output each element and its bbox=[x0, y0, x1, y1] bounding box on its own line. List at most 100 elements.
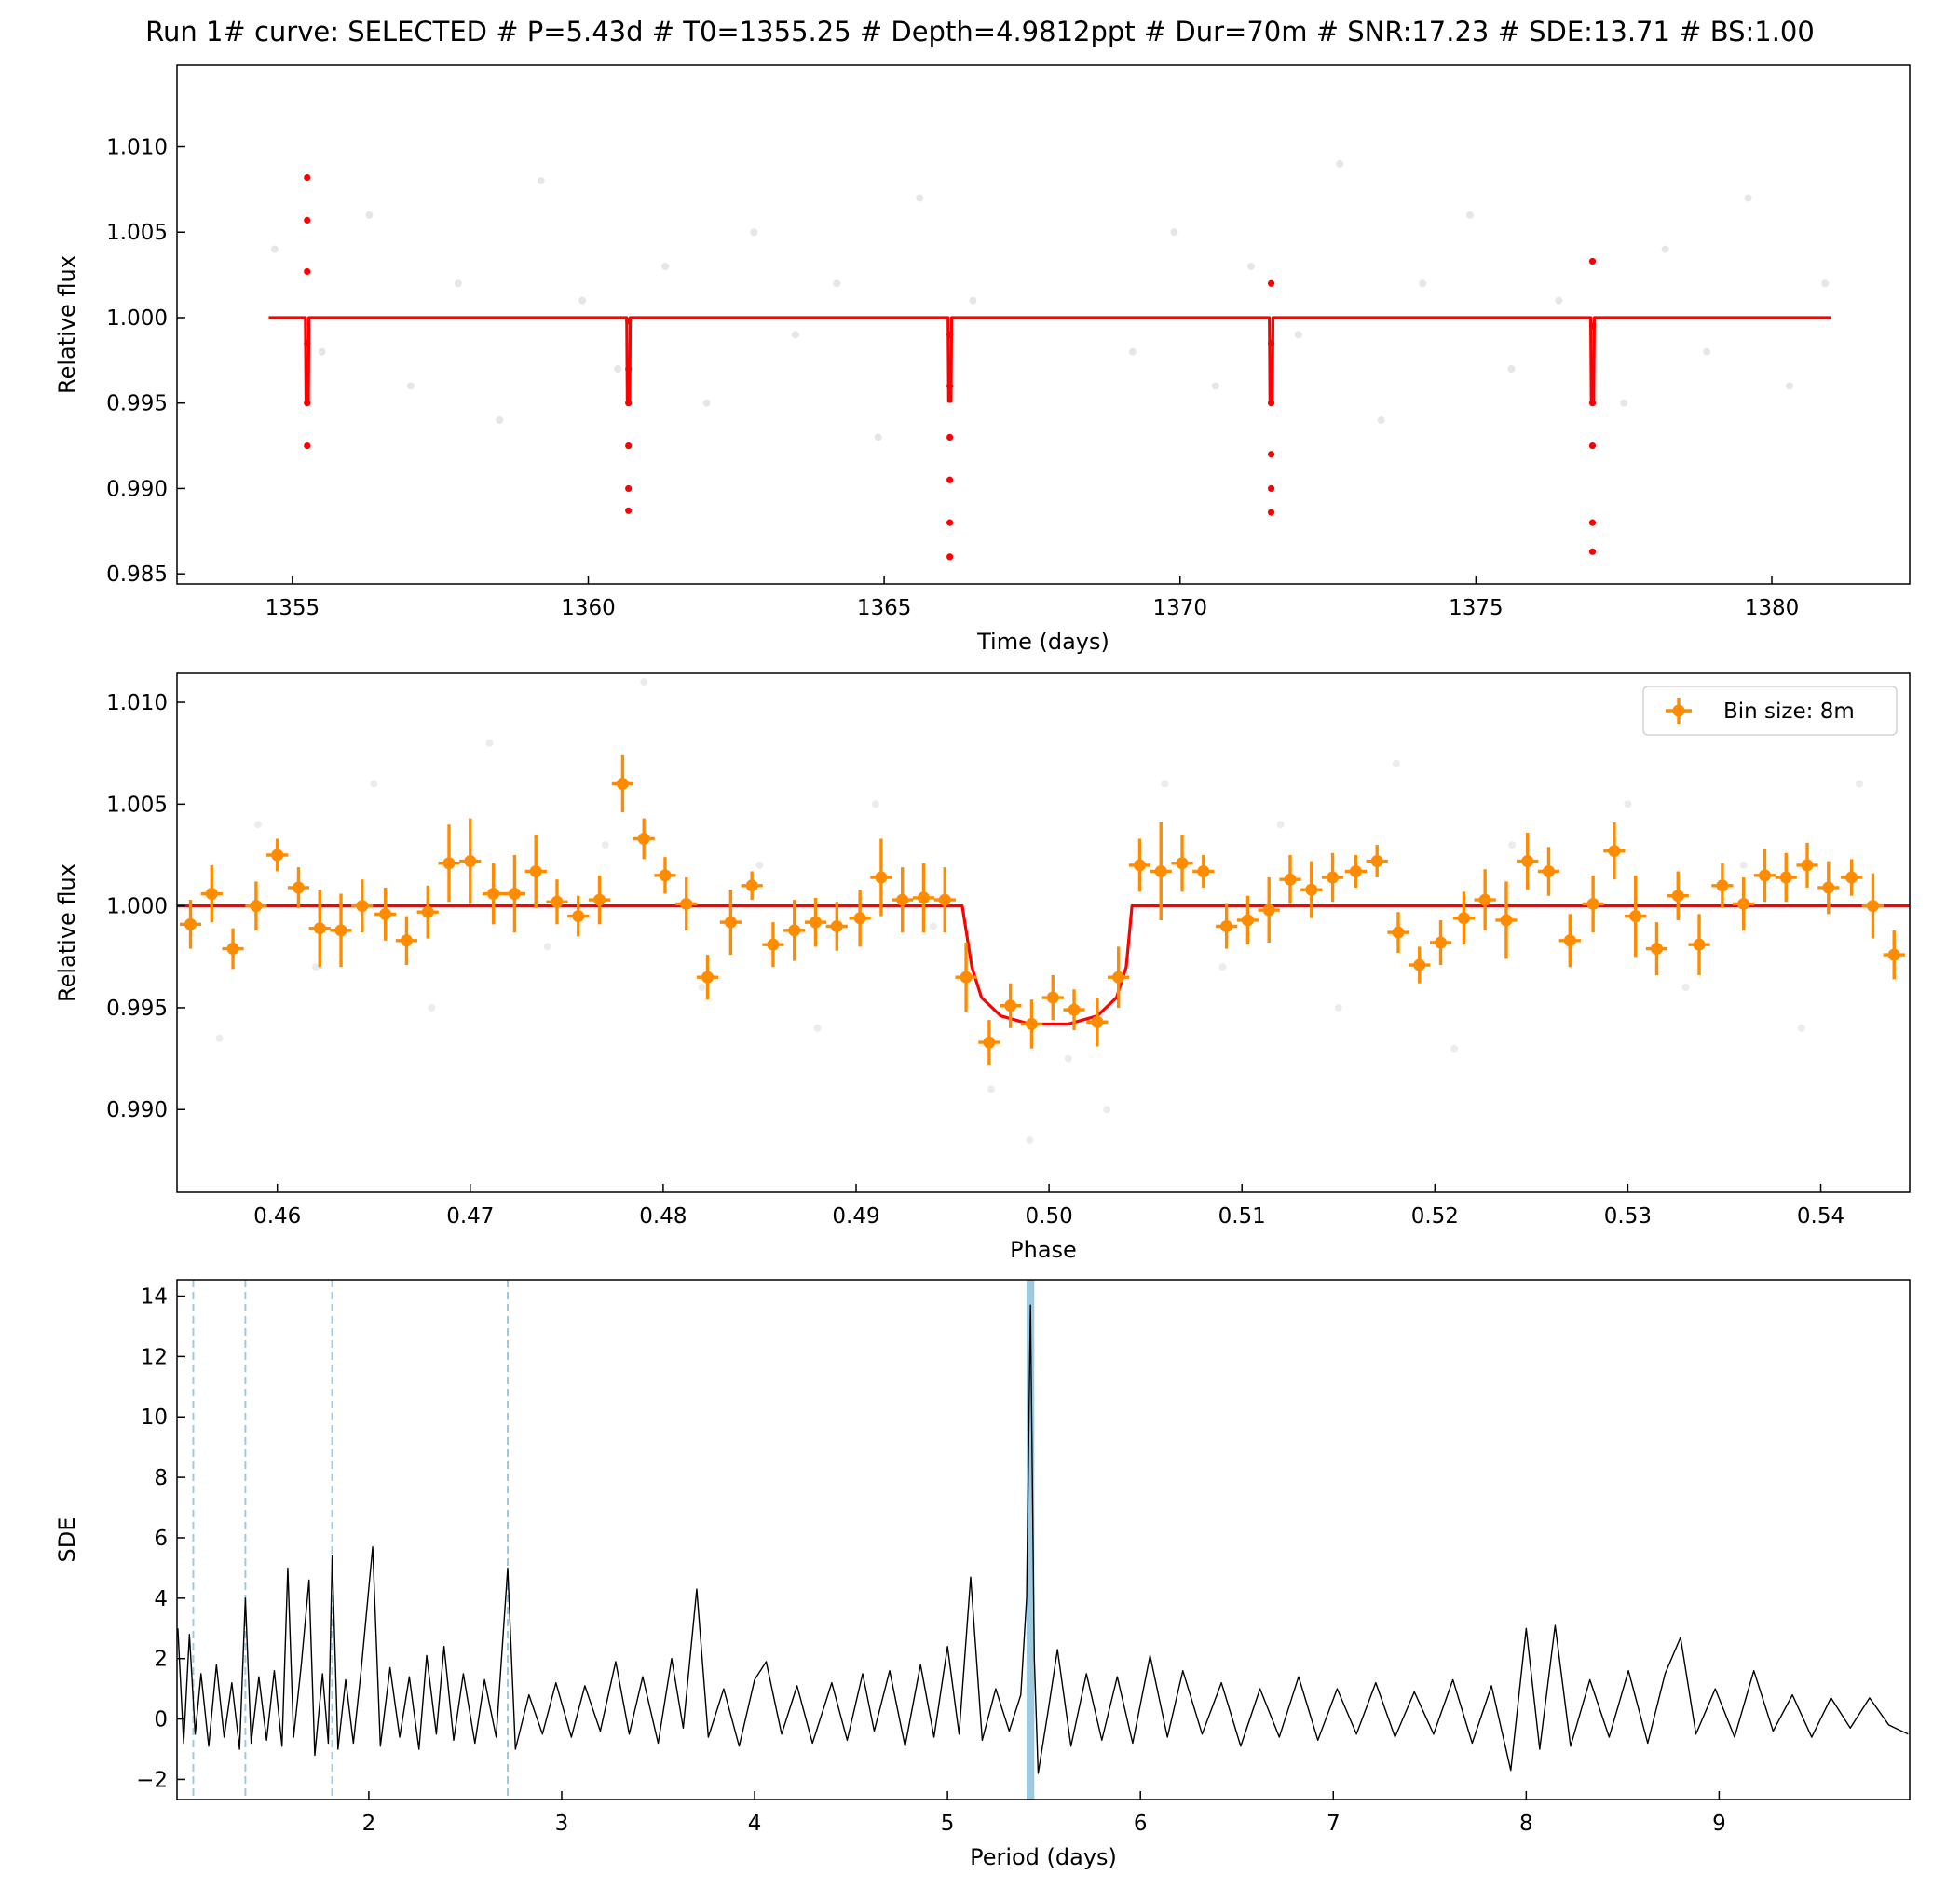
data-point bbox=[1588, 257, 1597, 265]
data-point bbox=[537, 177, 545, 185]
axes-frame bbox=[176, 672, 1911, 1193]
bin-marker bbox=[1176, 857, 1189, 870]
bin-marker bbox=[334, 924, 347, 937]
bin-marker bbox=[551, 895, 564, 908]
data-point bbox=[929, 922, 937, 930]
y-tick-label: 8 bbox=[154, 1466, 168, 1490]
data-point bbox=[1336, 159, 1344, 168]
data-line bbox=[177, 1304, 1909, 1774]
data-point bbox=[625, 441, 633, 450]
bin-marker bbox=[659, 869, 672, 882]
data-point bbox=[946, 382, 954, 389]
data-point bbox=[370, 780, 378, 788]
legend-label: Bin size: 8m bbox=[1723, 700, 1855, 724]
y-tick-label: 12 bbox=[141, 1345, 168, 1369]
data-point bbox=[312, 963, 320, 971]
data-point bbox=[1744, 194, 1752, 202]
data-point bbox=[1161, 780, 1169, 788]
bin-marker bbox=[464, 855, 477, 868]
data-point bbox=[1267, 509, 1275, 516]
data-point bbox=[1821, 279, 1830, 288]
data-point bbox=[1246, 262, 1255, 270]
bin-marker bbox=[616, 777, 629, 790]
x-tick-label: 5 bbox=[941, 1812, 955, 1836]
bin-marker bbox=[1779, 871, 1792, 884]
data-point bbox=[1786, 382, 1794, 390]
bin-marker bbox=[1284, 873, 1297, 886]
data-point bbox=[1334, 1003, 1342, 1012]
x-tick-label: 0.47 bbox=[446, 1204, 494, 1229]
plot-area bbox=[268, 159, 1831, 561]
data-point bbox=[304, 339, 311, 347]
data-point bbox=[1267, 400, 1275, 407]
data-point bbox=[454, 279, 462, 288]
bin-marker bbox=[1521, 855, 1534, 868]
bin-marker bbox=[593, 893, 606, 906]
panel: Phase Relative flux 0.46 0.47 0.48 0.49 0.50 0.… bbox=[54, 672, 1911, 1263]
data-point bbox=[987, 1085, 995, 1093]
panel: Time (days) Relative flux 1355 1360 1365 1370… bbox=[54, 64, 1911, 655]
bin-marker bbox=[379, 907, 392, 920]
bin-marker bbox=[1435, 936, 1448, 949]
bin-marker bbox=[1154, 864, 1167, 877]
data-point bbox=[1855, 780, 1863, 788]
bin-marker bbox=[1822, 881, 1835, 894]
legend: Bin size: 8m bbox=[1642, 686, 1898, 736]
data-point bbox=[1588, 441, 1597, 450]
bin-marker bbox=[767, 938, 780, 951]
data-point bbox=[1661, 245, 1669, 253]
data-point bbox=[946, 433, 954, 441]
x-tick-label: 0.48 bbox=[639, 1204, 687, 1229]
bin-marker bbox=[724, 916, 737, 929]
x-tick-label: 3 bbox=[555, 1812, 569, 1836]
data-point bbox=[304, 441, 311, 450]
bin-marker bbox=[1866, 900, 1879, 913]
data-line bbox=[268, 316, 1831, 403]
bin-marker bbox=[810, 916, 823, 929]
data-point bbox=[496, 416, 504, 425]
bin-marker bbox=[1133, 859, 1146, 872]
data-point bbox=[365, 211, 374, 219]
data-point bbox=[969, 296, 977, 305]
bin-marker bbox=[1716, 879, 1729, 892]
bin-marker bbox=[1478, 893, 1491, 906]
data-point bbox=[1294, 331, 1302, 339]
bin-marker bbox=[1068, 1003, 1081, 1016]
data-point bbox=[304, 267, 311, 276]
bin-marker bbox=[745, 879, 758, 892]
chart-title: Run 1# curve: SELECTED # P=5.43d # T0=13… bbox=[145, 16, 1815, 48]
bin-marker bbox=[250, 900, 263, 913]
y-axis-label: Relative flux bbox=[54, 255, 80, 394]
panel: Period (days) SDE 2 3 4 5 6 7 8 9 −2 0 2 4 6 8 10 12 14 bbox=[54, 1279, 1911, 1870]
x-axis-label: Time (days) bbox=[976, 629, 1109, 655]
data-point bbox=[702, 399, 711, 407]
bin-marker bbox=[1693, 938, 1706, 951]
bin-marker bbox=[271, 849, 284, 862]
data-point bbox=[1267, 279, 1275, 287]
y-tick-label: 1.000 bbox=[106, 306, 168, 331]
data-point bbox=[1466, 211, 1475, 219]
data-point bbox=[1267, 451, 1275, 458]
data-point bbox=[485, 739, 494, 747]
y-tick-label: 0 bbox=[154, 1708, 168, 1732]
bin-marker bbox=[701, 971, 715, 984]
y-tick-label: 1.010 bbox=[106, 691, 168, 715]
bin-marker bbox=[1887, 948, 1900, 961]
data-point bbox=[946, 476, 954, 483]
x-tick-label: 1370 bbox=[1152, 596, 1207, 620]
bin-marker bbox=[1091, 1015, 1104, 1028]
data-point bbox=[874, 433, 882, 441]
x-tick-label: 9 bbox=[1712, 1812, 1726, 1836]
x-tick-label: 1380 bbox=[1745, 596, 1800, 620]
bin-marker bbox=[1004, 999, 1017, 1012]
y-tick-label: 2 bbox=[154, 1648, 168, 1672]
data-line bbox=[177, 904, 1910, 1026]
x-axis-label: Period (days) bbox=[970, 1844, 1117, 1870]
x-tick-label: 0.50 bbox=[1026, 1204, 1073, 1229]
bin-marker bbox=[1500, 914, 1513, 927]
bin-marker bbox=[508, 888, 521, 901]
bin-marker bbox=[853, 912, 866, 925]
x-tick-label: 1360 bbox=[561, 596, 616, 620]
data-point bbox=[1419, 279, 1427, 288]
bin-marker bbox=[1046, 991, 1059, 1004]
